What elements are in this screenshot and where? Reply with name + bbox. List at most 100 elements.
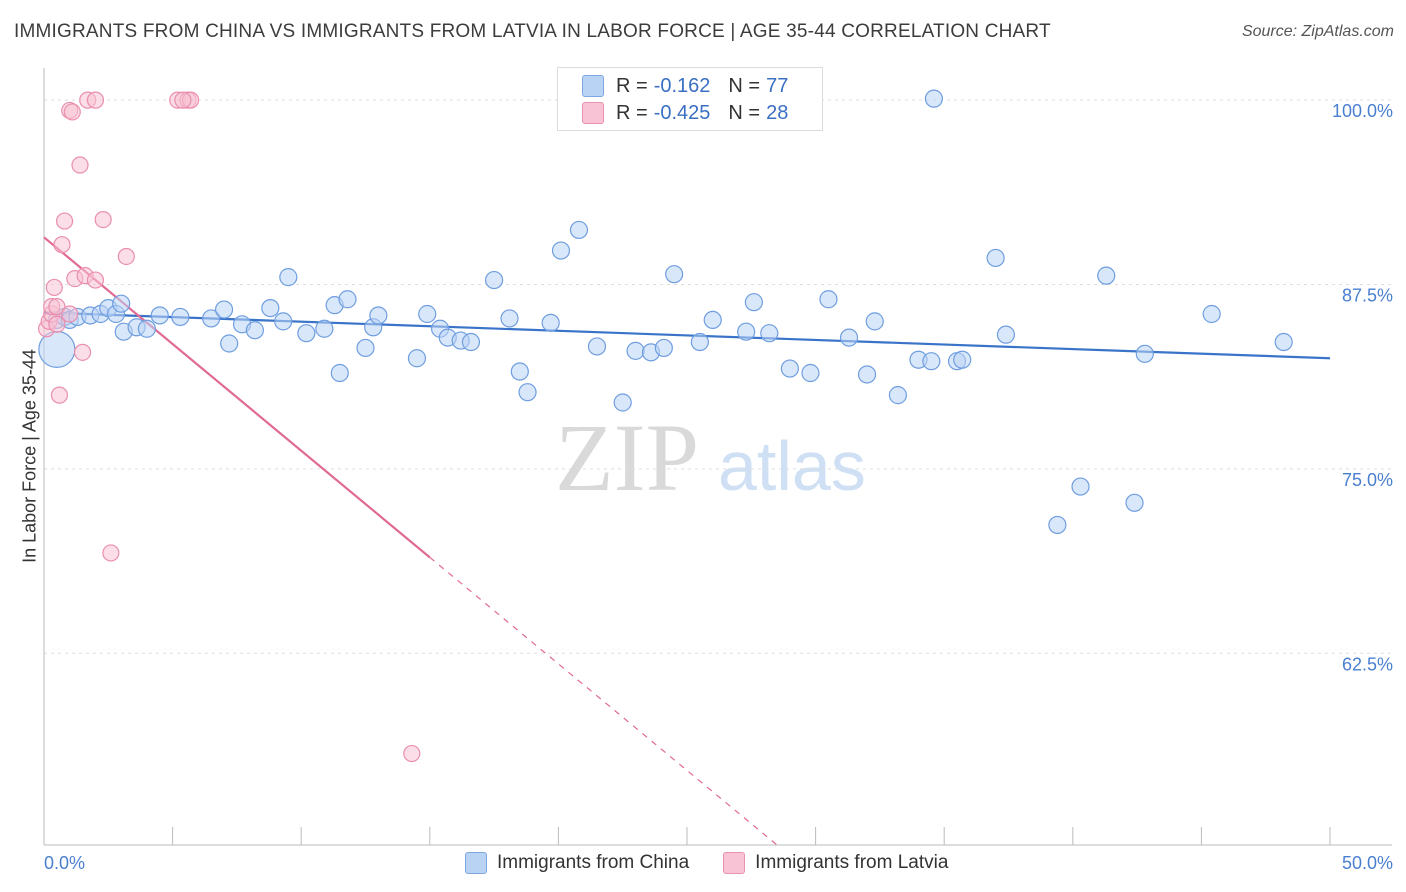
point-china [924, 89, 944, 108]
y-tick-label: 62.5% [1342, 654, 1393, 674]
point-china [801, 363, 820, 383]
point-china [780, 359, 799, 378]
legend-label-latvia: Immigrants from Latvia [755, 852, 949, 873]
point-china [485, 270, 504, 290]
legend-label-china: Immigrants from China [497, 852, 690, 873]
point-china [819, 290, 838, 309]
point-china [407, 349, 427, 368]
point-china [418, 304, 437, 324]
point-china [665, 265, 684, 284]
stats-row-china: R = -0.162 N = 77 [582, 73, 788, 99]
point-china [261, 299, 280, 318]
point-latvia [45, 278, 63, 297]
stats-row-latvia: R = -0.425 N = 28 [582, 100, 788, 126]
latvia-swatch [582, 102, 604, 124]
point-china [541, 313, 560, 332]
point-china [315, 319, 334, 338]
gridlines [44, 99, 1392, 654]
point-china [654, 338, 673, 358]
point-china [986, 248, 1005, 268]
latvia-n-label: N = [728, 101, 761, 124]
point-china [760, 324, 779, 343]
point-china [518, 383, 537, 402]
point-china [245, 321, 265, 340]
china-n-value: 77 [766, 74, 789, 97]
china-r-label: R = [616, 74, 648, 97]
y-tick-label: 87.5% [1342, 286, 1393, 306]
point-china [297, 324, 316, 343]
point-china [839, 328, 859, 347]
point-china [613, 393, 632, 412]
point-china [744, 293, 763, 312]
point-china [1125, 493, 1144, 512]
y-tick-label: 75.0% [1342, 470, 1393, 490]
point-china [279, 268, 298, 287]
point-china [202, 309, 221, 328]
point-china [737, 322, 756, 341]
point-china [1135, 344, 1154, 363]
point-china [1097, 266, 1116, 285]
point-china [220, 334, 239, 353]
point-china [1274, 332, 1293, 352]
point-china [569, 220, 589, 240]
point-china [690, 332, 709, 352]
point-china [996, 325, 1016, 344]
tick-labels: 100.0% 87.5% 75.0% 62.5% 0.0% 50.0% [44, 101, 1393, 873]
point-china [1048, 515, 1067, 535]
point-china [1202, 304, 1221, 324]
point-latvia [71, 156, 89, 174]
x-tick-label: 0.0% [44, 853, 85, 873]
point-china [857, 365, 877, 384]
point-china [338, 290, 357, 309]
watermark-zip: ZIP [555, 404, 699, 511]
stats-box: R = -0.162 N = 77 R = -0.425 N = 28 [557, 67, 823, 131]
trend-lines [43, 236, 1331, 846]
china-r-value: -0.162 [653, 74, 711, 97]
point-china [274, 312, 293, 331]
point-latvia [403, 744, 421, 763]
point-china [551, 241, 571, 260]
point-latvia [102, 544, 120, 562]
legend-item-latvia[interactable]: Immigrants from Latvia [723, 852, 948, 874]
point-latvia [53, 236, 71, 254]
point-latvia [63, 103, 81, 121]
point-china [214, 300, 234, 319]
point-latvia [48, 298, 66, 316]
source-label: Source: ZipAtlas.com [1241, 23, 1394, 40]
point-latvia [86, 91, 105, 109]
point-china [510, 362, 529, 381]
point-latvia [61, 305, 79, 323]
trend-line-latvia-extension [429, 556, 778, 846]
legend-swatch-china [465, 852, 487, 874]
chart-title: IMMIGRANTS FROM CHINA VS IMMIGRANTS FROM… [14, 21, 1051, 42]
point-china [626, 341, 645, 360]
point-china [888, 386, 908, 405]
data-points [37, 89, 1293, 763]
point-china [356, 338, 375, 358]
latvia-r-value: -0.425 [653, 101, 711, 124]
china-swatch [582, 75, 604, 97]
china-n-label: N = [728, 74, 761, 97]
legend: Immigrants from China Immigrants from La… [465, 852, 948, 874]
axes [43, 68, 1392, 846]
point-china [500, 309, 519, 328]
point-latvia [174, 91, 192, 109]
point-latvia [86, 271, 105, 289]
point-china [137, 319, 156, 338]
legend-swatch-latvia [723, 852, 746, 874]
point-china [587, 337, 607, 356]
point-latvia [117, 247, 135, 266]
y-tick-label: 100.0% [1332, 101, 1393, 121]
point-latvia [48, 315, 66, 333]
point-china [330, 363, 349, 383]
x-tick-label: 50.0% [1342, 853, 1393, 873]
point-china [865, 312, 884, 331]
trend-line-latvia [43, 236, 431, 559]
point-china [369, 306, 388, 325]
trend-line-china [43, 311, 1331, 360]
point-latvia [73, 343, 92, 361]
watermark-atlas: atlas [718, 427, 866, 505]
legend-item-china[interactable]: Immigrants from China [465, 852, 689, 874]
point-latvia [55, 212, 74, 230]
